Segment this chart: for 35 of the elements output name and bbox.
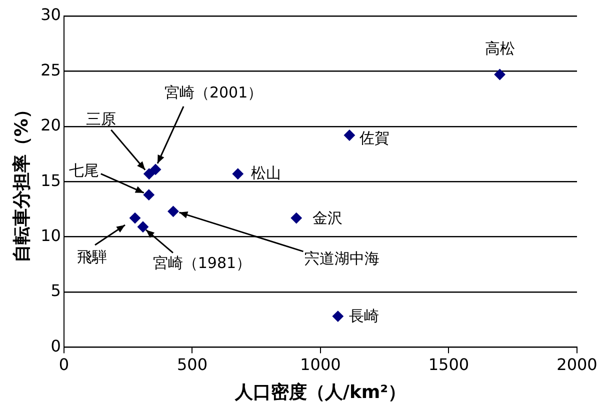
point [150, 164, 162, 175]
point [144, 168, 155, 180]
y-tick-label: 5 [50, 281, 61, 300]
annotation: 宮崎（2001） [164, 83, 263, 102]
x-axis-title: 人口密度（人/km²） [234, 382, 406, 403]
x-tick-label: 500 [176, 354, 208, 374]
point [143, 189, 154, 200]
y-axis-title: 自転車分担率（%） [11, 100, 32, 263]
annotation: 宮崎（1981） [152, 254, 252, 272]
x-tick-label: 1500 [428, 354, 470, 374]
point [344, 130, 355, 141]
point [332, 310, 344, 322]
annotation: 長崎 [348, 307, 379, 326]
y-tick-label: 15 [40, 170, 61, 190]
point [232, 168, 244, 180]
point [494, 69, 506, 80]
x-tick-label: 1000 [300, 354, 341, 374]
point [168, 206, 179, 217]
annotation: 七尾 [68, 162, 99, 180]
point [130, 212, 141, 224]
annotation: 松山 [250, 164, 281, 182]
x-tick-label: 2000 [556, 354, 598, 374]
annotation: 高松 [484, 39, 515, 58]
y-tick-label: 30 [40, 5, 61, 24]
annotation: 宍道湖中海 [304, 249, 380, 268]
annotation: 飛騨 [77, 248, 108, 266]
annotation: 三原 [86, 110, 116, 128]
y-tick-label: 0 [50, 336, 61, 356]
point [137, 221, 148, 232]
annotation: 佐賀 [359, 129, 390, 148]
point [290, 212, 302, 224]
y-tick-label: 10 [40, 226, 61, 245]
y-tick-label: 20 [40, 116, 61, 135]
y-tick-label: 25 [40, 60, 61, 80]
annotation: 金沢 [312, 208, 342, 227]
